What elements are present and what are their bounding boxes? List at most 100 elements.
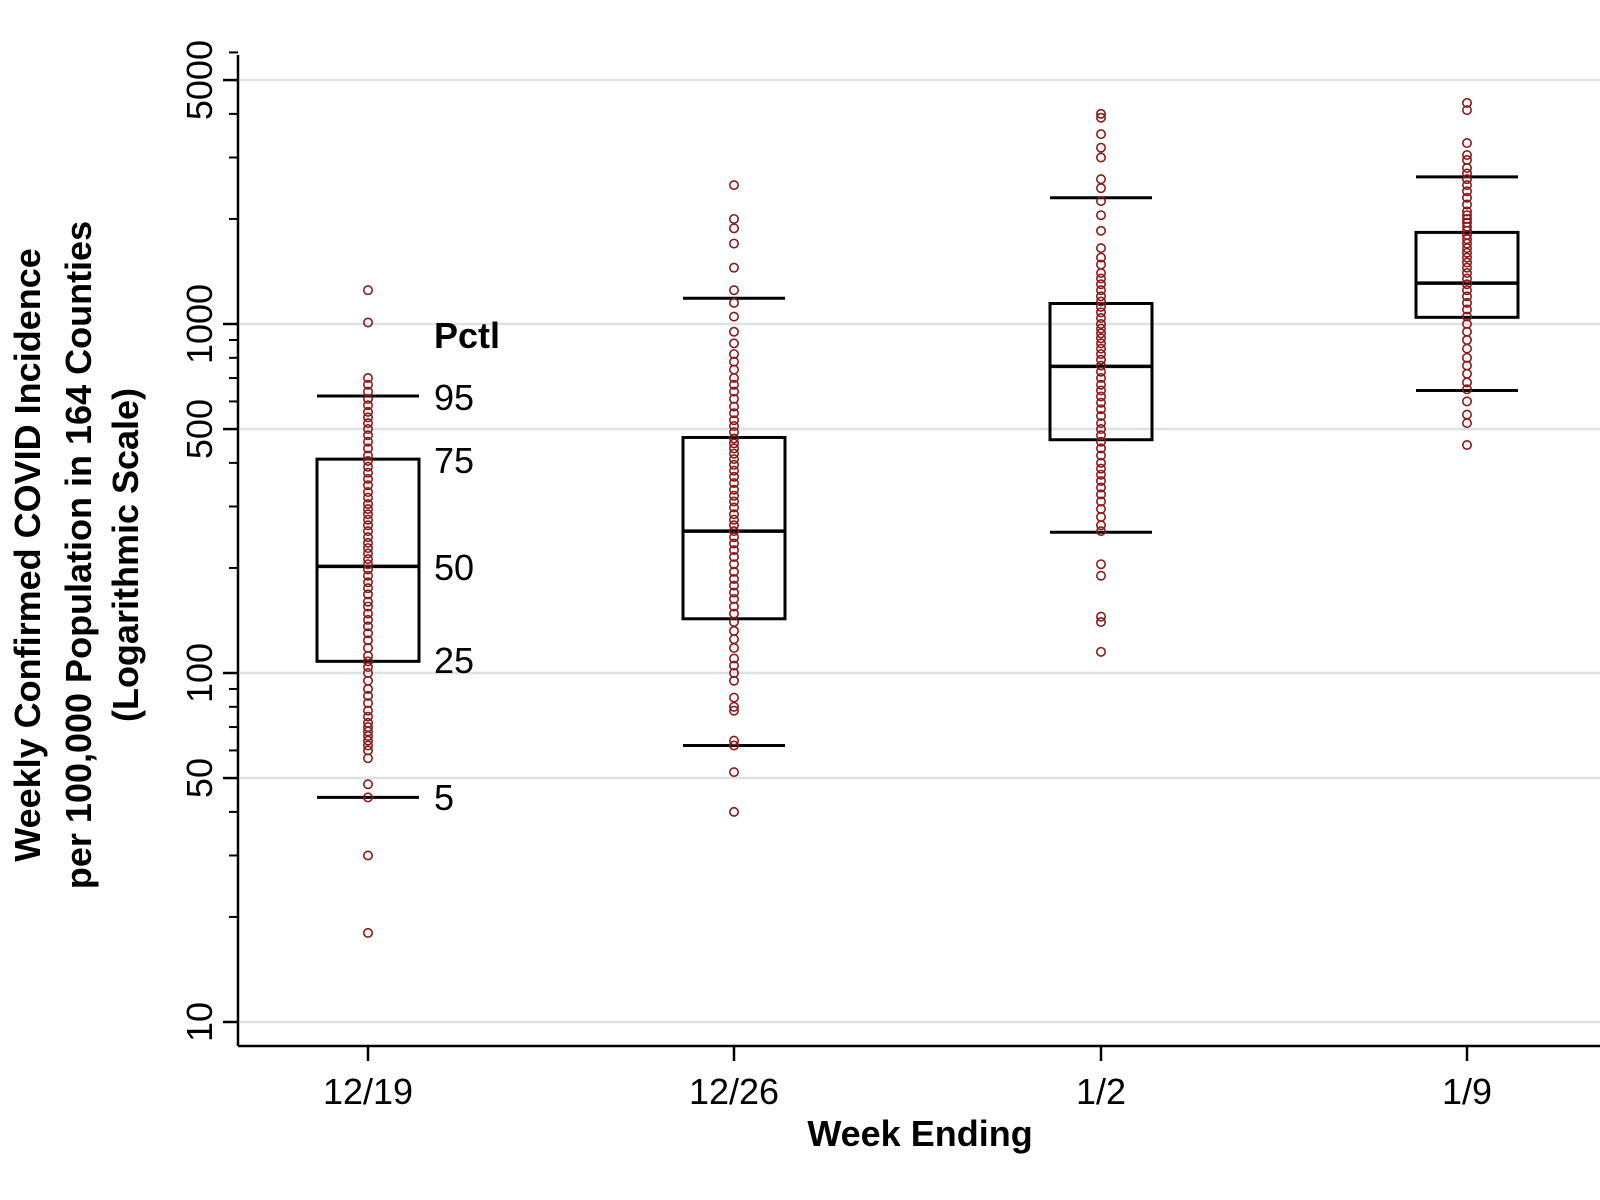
data-point-12/26 xyxy=(728,806,739,817)
data-point-12/19 xyxy=(362,690,373,701)
data-point-12/19 xyxy=(362,705,373,716)
data-point-12/19 xyxy=(362,792,373,803)
data-point-1/2 xyxy=(1096,323,1107,334)
data-point-12/26 xyxy=(728,566,739,577)
data-point-12/26 xyxy=(728,634,739,645)
data-point-1/2 xyxy=(1096,366,1107,377)
data-point-12/19 xyxy=(362,717,373,728)
data-point-12/26 xyxy=(728,213,739,224)
x-ticks: 12/19 12/26 1/2 1/9 xyxy=(323,1046,1492,1112)
data-point-12/26 xyxy=(728,393,739,404)
data-point-1/2 xyxy=(1096,450,1107,461)
axis-titles: Week Ending Weekly Confirmed COVID Incid… xyxy=(7,221,1033,1154)
data-point-12/26 xyxy=(728,356,739,367)
data-point-1/9 xyxy=(1462,291,1473,302)
data-point-1/2 xyxy=(1096,152,1107,163)
data-point-12/26 xyxy=(728,740,739,751)
data-point-1/2 xyxy=(1096,313,1107,324)
data-point-12/19 xyxy=(362,667,373,678)
data-point-1/2 xyxy=(1096,252,1107,263)
pctl-label-75: 75 xyxy=(434,440,474,481)
data-point-12/19 xyxy=(362,927,373,938)
data-point-12/19 xyxy=(362,514,373,525)
data-point-1/2 xyxy=(1096,404,1107,415)
data-point-12/19 xyxy=(362,698,373,709)
data-point-1/9 xyxy=(1462,155,1473,166)
data-point-1/2 xyxy=(1096,318,1107,329)
data-point-1/2 xyxy=(1096,559,1107,570)
x-tick-label-1/9: 1/9 xyxy=(1442,1071,1492,1112)
boxes xyxy=(315,175,1520,799)
y-tick-label-1000: 1000 xyxy=(179,284,220,364)
pctl-label-25: 25 xyxy=(434,640,474,681)
data-point-12/26 xyxy=(728,490,739,501)
data-point-1/2 xyxy=(1096,333,1107,344)
percentile-legend: Pctl 95 75 50 25 5 xyxy=(434,315,500,818)
data-point-12/19 xyxy=(362,656,373,667)
data-point-1/2 xyxy=(1096,174,1107,185)
data-point-12/26 xyxy=(728,532,739,543)
x-axis-title: Week Ending xyxy=(807,1113,1032,1154)
data-point-12/19 xyxy=(362,509,373,520)
data-point-12/19 xyxy=(362,711,373,722)
data-point-12/19 xyxy=(362,480,373,491)
data-point-12/19 xyxy=(362,543,373,554)
data-point-12/26 xyxy=(728,625,739,636)
data-point-1/2 xyxy=(1096,328,1107,339)
data-point-12/26 xyxy=(728,667,739,678)
data-point-1/2 xyxy=(1096,611,1107,622)
data-point-12/26 xyxy=(728,514,739,525)
data-point-12/19 xyxy=(362,642,373,653)
data-point-1/9 xyxy=(1462,273,1473,284)
data-point-12/26 xyxy=(728,496,739,507)
data-point-1/2 xyxy=(1096,463,1107,474)
data-point-12/19 xyxy=(362,487,373,498)
data-point-12/26 xyxy=(728,443,739,454)
data-point-1/9 xyxy=(1462,168,1473,179)
data-point-1/9 xyxy=(1462,318,1473,329)
data-point-12/26 xyxy=(728,297,739,308)
data-point-12/19 xyxy=(362,285,373,296)
y-tick-label-group: 50 xyxy=(179,758,220,798)
data-point-12/26 xyxy=(728,705,739,716)
data-point-1/9 xyxy=(1462,138,1473,149)
data-point-1/9 xyxy=(1462,268,1473,279)
pctl-label-95: 95 xyxy=(434,377,474,418)
data-point-12/26 xyxy=(728,692,739,703)
data-point-1/2 xyxy=(1096,268,1107,279)
data-point-1/9 xyxy=(1462,97,1473,108)
data-point-12/19 xyxy=(362,559,373,570)
data-point-1/2 xyxy=(1096,285,1107,296)
data-point-12/19 xyxy=(362,400,373,411)
data-point-12/19 xyxy=(362,455,373,466)
data-point-12/26 xyxy=(728,526,739,537)
data-point-1/2 xyxy=(1096,646,1107,657)
data-point-12/19 xyxy=(362,520,373,531)
y-axis-title-line-3: (Logarithmic Scale) xyxy=(105,388,146,722)
data-point-1/9 xyxy=(1462,206,1473,217)
data-point-12/26 xyxy=(728,326,739,337)
data-point-12/19 xyxy=(362,583,373,594)
data-point-1/2 xyxy=(1096,385,1107,396)
data-point-1/2 xyxy=(1096,142,1107,153)
data-point-1/9 xyxy=(1462,343,1473,354)
data-point-12/26 xyxy=(728,421,739,432)
data-point-1/2 xyxy=(1096,307,1107,318)
data-point-1/9 xyxy=(1462,180,1473,191)
box-12/26 xyxy=(681,435,787,621)
data-point-1/2 xyxy=(1096,443,1107,454)
data-point-12/19 xyxy=(362,492,373,503)
data-point-12/26 xyxy=(728,559,739,570)
data-point-12/19 xyxy=(362,548,373,559)
data-point-12/26 xyxy=(728,448,739,459)
data-point-1/2 xyxy=(1096,482,1107,493)
data-point-1/2 xyxy=(1096,391,1107,402)
data-point-1/9 xyxy=(1462,192,1473,203)
data-point-12/26 xyxy=(728,311,739,322)
data-point-1/2 xyxy=(1096,196,1107,207)
data-point-1/2 xyxy=(1096,349,1107,360)
data-point-12/19 xyxy=(362,526,373,537)
data-point-12/19 xyxy=(362,745,373,756)
data-point-12/19 xyxy=(362,850,373,861)
